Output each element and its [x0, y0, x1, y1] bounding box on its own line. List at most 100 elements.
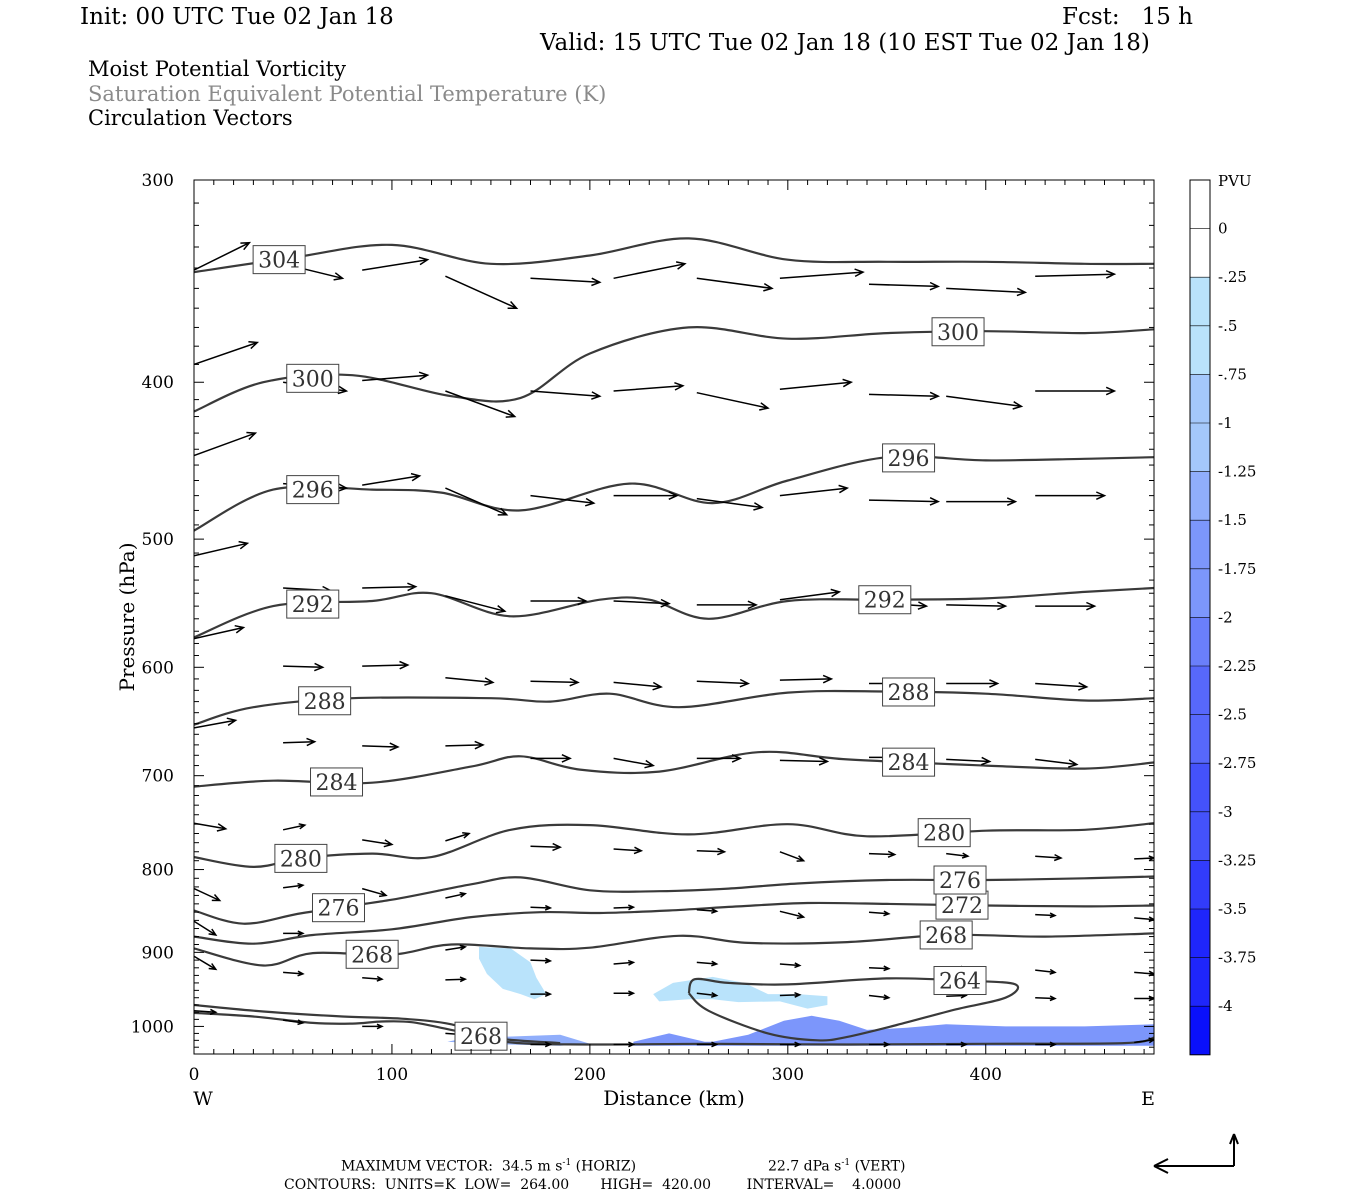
circulation-vector-22 [194, 431, 258, 457]
contour-label-text: 280 [280, 847, 322, 872]
circulation-vector-10 [1035, 270, 1117, 279]
pv-colorbar: 0 -.25 -.5 -.75 -1 -1.25 -1.5 -1.75 -2 -2.25 -2.5 -… [1189, 179, 1256, 1056]
forecast-hour: Fcst: 15 h [1062, 4, 1193, 30]
circulation-vector-77 [1134, 855, 1154, 862]
contour-label-9: 268 [345, 939, 399, 969]
axis-labels: 300 400 500 600 700 800 900 1000 0 100 200 300 400 [131, 171, 1002, 1085]
y-tick-label: 700 [142, 767, 174, 787]
contour-label-text: 296 [888, 447, 930, 472]
theta-contour-11 [194, 1011, 1154, 1046]
x-tick-label: 200 [574, 1065, 606, 1085]
contour-label-text: 284 [888, 751, 930, 776]
contour-label-text: 280 [923, 822, 965, 847]
circulation-vector-106 [530, 991, 553, 997]
y-tick-label: 400 [142, 373, 174, 393]
contour-label-11: 268 [454, 1021, 508, 1051]
pv-region-1 [653, 976, 828, 1009]
contour-label-17: 280 [917, 818, 971, 848]
circulation-vector-119 [613, 1041, 636, 1048]
circulation-vector-123 [946, 1041, 968, 1048]
theta-contour-4 [194, 689, 1154, 726]
contour-label-text: 276 [317, 897, 359, 922]
y-tick-label: 800 [142, 861, 174, 881]
circulation-vector-37 [530, 596, 588, 606]
colorbar-bin-13 [1190, 811, 1210, 861]
circulation-vector-18 [779, 378, 854, 390]
circulation-vector-53 [946, 679, 1000, 688]
contour-label-4: 288 [298, 686, 352, 716]
circulation-vector-13 [362, 371, 430, 382]
circulation-vector-42 [946, 601, 1008, 611]
colorbar-bin-16 [1190, 957, 1210, 1007]
circulation-vector-75 [946, 852, 970, 859]
circulation-vector-32 [1035, 491, 1107, 500]
circulation-vector-97 [779, 962, 802, 969]
contour-label-text: 296 [292, 479, 334, 504]
circulation-vector-70 [530, 842, 563, 852]
contour-label-6: 280 [274, 843, 328, 873]
contour-label-text: 264 [939, 970, 981, 995]
circulation-vector-6 [696, 277, 774, 292]
circulation-vector-71 [613, 846, 644, 855]
circulation-vector-3 [445, 275, 519, 309]
colorbar-bin-4 [1190, 374, 1210, 423]
theta-contour-6 [194, 822, 1154, 869]
circulation-vector-85 [779, 910, 806, 920]
theta-contour-1 [194, 326, 1154, 413]
circulation-vector-21 [1035, 386, 1117, 396]
colorbar-tick-label: -.5 [1218, 317, 1237, 335]
contour-label-5: 284 [310, 767, 364, 797]
colorbar-bin-14 [1190, 860, 1210, 909]
circulation-vector-9 [946, 287, 1028, 297]
circulation-vector-88 [1035, 912, 1057, 919]
circulation-vector-91 [283, 930, 305, 937]
circulation-vector-93 [445, 944, 468, 951]
circulation-vector-24 [362, 472, 422, 486]
circulation-vector-19 [868, 391, 941, 401]
axis-ticks [193, 179, 1154, 1055]
contour-label-3: 292 [286, 589, 340, 619]
circulation-vector-28 [696, 497, 764, 511]
circulation-vector-44 [194, 624, 246, 640]
field-title-vectors: Circulation Vectors [88, 106, 293, 130]
circulation-vector-72 [696, 847, 727, 856]
contour-label-12: 300 [931, 317, 985, 347]
contour-label-text: 272 [941, 894, 983, 919]
contour-label-2: 296 [286, 475, 340, 505]
colorbar-tick-label: -2.5 [1218, 706, 1247, 724]
circulation-vector-36 [445, 595, 507, 614]
max-vector-horiz: MAXIMUM VECTOR: 34.5 m s-1 (HORIZ) [341, 1158, 637, 1175]
circulation-vector-2 [362, 256, 430, 271]
contour-label-15: 288 [882, 677, 936, 707]
circulation-vector-51 [779, 674, 834, 684]
circulation-vector-56 [283, 737, 317, 747]
circulation-vector-90 [194, 920, 218, 936]
circulation-vector-35 [362, 582, 418, 592]
circulation-vector-83 [613, 904, 636, 911]
circulation-vector-62 [779, 756, 830, 766]
y-tick-label: 900 [142, 943, 174, 963]
contour-label-text: 268 [460, 1025, 502, 1050]
contour-label-text: 284 [316, 771, 358, 796]
x-tick-label: 400 [970, 1065, 1002, 1085]
circulation-vector-73 [779, 851, 806, 862]
colorbar-bin-15 [1190, 909, 1210, 958]
circulation-vector-86 [868, 910, 891, 917]
plot-frame [193, 179, 1155, 1055]
circulation-vector-95 [613, 959, 636, 966]
colorbar-tick-label: -2 [1218, 608, 1233, 626]
y-axis-title: Pressure (hPa) [115, 543, 139, 692]
circulation-vector-54 [1035, 682, 1089, 691]
circulation-vector-4 [530, 277, 602, 287]
circulation-vector-74 [868, 850, 897, 858]
max-vector-vert: 22.7 dPa s-1 (VERT) [768, 1158, 906, 1175]
circulation-vector-55 [194, 717, 238, 729]
circulation-vector-84 [696, 908, 719, 914]
circulation-vector-118 [530, 1041, 553, 1048]
colorbar-bin-0 [1190, 180, 1210, 229]
theta-contour-2 [194, 455, 1154, 532]
colorbar-tick-label: -2.75 [1218, 754, 1256, 772]
contour-label-1: 300 [286, 363, 340, 393]
circulation-vector-20 [946, 395, 1024, 410]
